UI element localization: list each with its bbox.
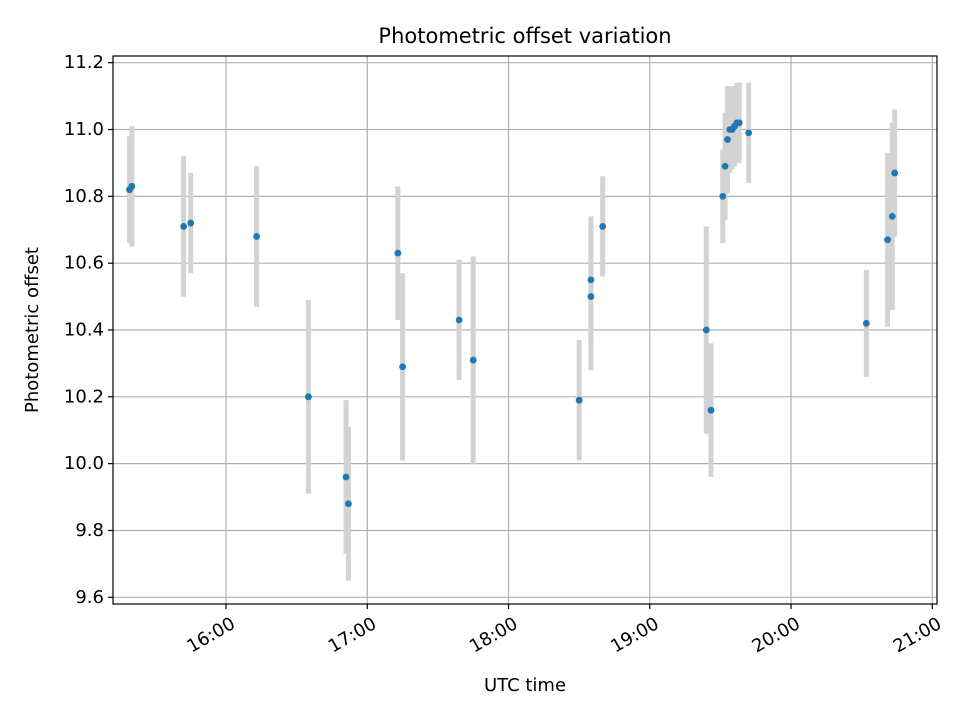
- x-axis-label: UTC time: [484, 675, 566, 696]
- data-point: [888, 212, 896, 220]
- data-point: [735, 119, 743, 127]
- data-point: [707, 406, 715, 414]
- x-tick-label: 16:00: [183, 613, 238, 657]
- y-axis-label: Photometric offset: [22, 247, 43, 413]
- data-point: [455, 316, 463, 324]
- error-bars: [126, 82, 898, 581]
- x-tick-label: 17:00: [325, 613, 380, 657]
- y-tick-label: 9.8: [75, 520, 104, 541]
- data-point: [719, 192, 727, 200]
- data-points: [126, 119, 899, 508]
- y-tick-label: 11.2: [64, 52, 104, 73]
- data-point: [724, 136, 731, 143]
- data-point: [599, 223, 607, 230]
- y-tick-label: 10.0: [64, 453, 104, 474]
- x-tick-label: 20:00: [749, 613, 804, 657]
- data-point: [394, 249, 402, 257]
- chart-title: Photometric offset variation: [378, 24, 671, 48]
- data-point: [180, 223, 188, 230]
- data-point: [575, 396, 583, 404]
- axis-ticks: 16:00 17:00 18:00 19:00 20:00 21:00 9.6 9.8 10.0…: [64, 52, 945, 657]
- data-point: [187, 219, 195, 227]
- y-tick-label: 10.2: [64, 386, 104, 407]
- data-point: [891, 169, 899, 177]
- y-tick-label: 11.0: [64, 119, 104, 140]
- x-tick-label: 19:00: [607, 613, 662, 657]
- y-tick-label: 10.6: [64, 253, 104, 274]
- data-point: [862, 319, 870, 327]
- data-point: [587, 276, 595, 284]
- data-point: [305, 393, 312, 401]
- data-point: [587, 293, 595, 300]
- y-tick-label: 10.4: [64, 320, 104, 341]
- x-tick-label: 18:00: [466, 613, 521, 657]
- data-point: [128, 182, 136, 190]
- data-point: [399, 363, 406, 371]
- data-point: [721, 162, 729, 170]
- grid-lines: [113, 56, 937, 604]
- data-point: [745, 129, 753, 137]
- data-point: [345, 500, 352, 508]
- x-tick-label: 21:00: [890, 613, 945, 657]
- data-point: [884, 236, 891, 244]
- data-point: [702, 326, 710, 334]
- data-point: [253, 233, 261, 240]
- data-point: [469, 356, 477, 364]
- data-point: [342, 473, 350, 481]
- y-tick-label: 9.6: [75, 587, 104, 608]
- y-tick-label: 10.8: [64, 186, 104, 207]
